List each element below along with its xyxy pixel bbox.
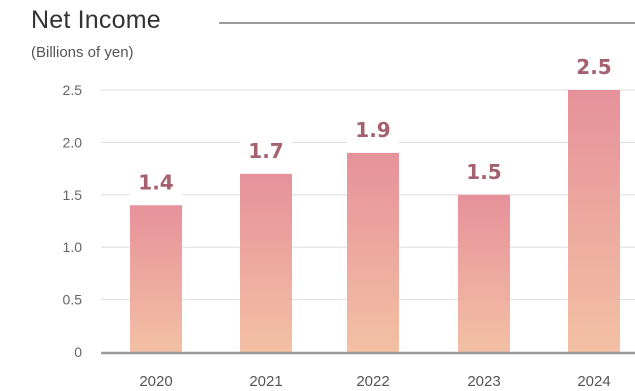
y-tick-label: 2.5 <box>63 82 83 98</box>
chart-title: Net Income <box>31 6 161 34</box>
y-tick-label: 1.5 <box>63 187 83 203</box>
data-label-backing <box>347 115 399 144</box>
data-label: 1.5 <box>466 160 501 184</box>
x-tick-label: 2021 <box>249 373 282 390</box>
bar-2024 <box>568 90 620 352</box>
y-tick-label: 2.0 <box>63 134 83 150</box>
x-tick-label: 2023 <box>467 373 500 390</box>
bar-2020 <box>130 205 182 352</box>
data-label: 2.5 <box>576 55 611 79</box>
title-rule <box>219 22 635 24</box>
y-tick-label: 1.0 <box>63 239 83 255</box>
data-label-backing <box>458 157 510 186</box>
data-label-backing <box>568 53 620 81</box>
x-tick-label: 2024 <box>577 373 610 390</box>
y-tick-label: 0 <box>74 344 82 360</box>
bar-2022 <box>347 152 399 352</box>
bar-2023 <box>458 194 510 352</box>
x-tick-label: 2020 <box>139 373 172 390</box>
data-label-backing <box>240 136 292 165</box>
data-label-backing <box>130 168 182 197</box>
data-label: 1.4 <box>138 170 173 194</box>
data-label: 1.9 <box>355 118 390 142</box>
bar-2021 <box>240 173 292 352</box>
unit-label: (Billions of yen) <box>31 44 134 61</box>
x-tick-label: 2022 <box>356 373 389 390</box>
y-tick-label: 0.5 <box>63 292 83 308</box>
data-label: 1.7 <box>248 139 283 163</box>
